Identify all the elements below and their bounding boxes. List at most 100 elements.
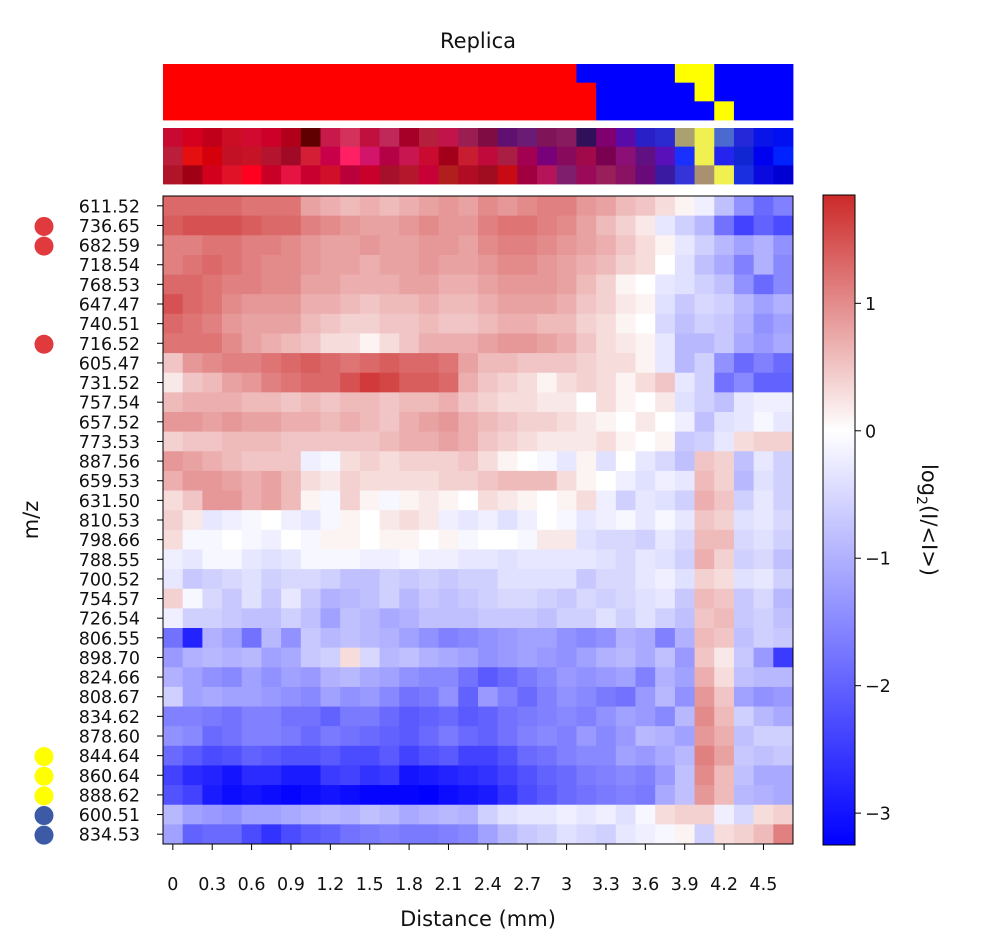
x-tick-label: 4.2 [710,875,738,895]
y-tick-label: 647.47 [79,296,140,316]
heatmap-cell [556,490,577,511]
heatmap-cell [222,490,243,511]
heatmap-cell [753,765,774,786]
heatmap-cell [556,196,577,217]
mix-bar-cell [418,165,440,185]
heatmap-cell [379,510,400,531]
heatmap-cell [438,451,459,472]
y-tick-label: 898.70 [79,649,140,669]
heatmap-cell [418,726,440,747]
heatmap-cell [182,274,203,295]
mix-bar-cell [517,165,538,185]
heatmap-cell [753,785,774,806]
heatmap-cell [537,529,558,550]
heatmap-cell [458,569,479,590]
heatmap-cell [182,215,203,236]
heatmap-cell [359,294,380,315]
heatmap-cell [241,529,262,550]
heatmap-cell [222,824,243,845]
heatmap-cell [418,294,440,315]
heatmap-cell [222,431,243,452]
heatmap-cell [340,490,361,511]
y-tick-label: 824.66 [79,669,140,689]
heatmap-cell [733,372,755,393]
heatmap-cell [222,745,243,766]
heatmap-cell [497,588,518,609]
heatmap-cell [674,372,695,393]
heatmap-cell [458,686,479,707]
heatmap-cell [182,667,203,688]
heatmap-cell [714,451,735,472]
heatmap-cell [418,569,440,590]
heatmap-cell [478,804,499,825]
heatmap-cell [261,431,282,452]
heatmap-cell [163,706,184,727]
heatmap-cell [340,647,361,668]
heatmap-cell [438,647,459,668]
heatmap-cell [281,470,302,491]
heatmap-cell [438,196,459,217]
heatmap-cell [241,510,262,531]
row-marker [34,806,54,826]
replica-bar-cell [714,64,735,84]
heatmap-cell [202,313,223,334]
heatmap-cell [635,510,656,531]
mix-bar-cell [517,128,538,148]
heatmap-cell [163,490,184,511]
heatmap-cell [537,647,558,668]
heatmap-cell [399,490,420,511]
replica-bar-cell [537,101,558,121]
heatmap-cell [478,215,499,236]
heatmap-cell [753,372,774,393]
mix-bar-cell [753,146,774,166]
heatmap-cell [773,274,794,295]
heatmap-cell [635,569,656,590]
heatmap-cell [340,353,361,374]
heatmap-cell [281,569,302,590]
mix-bar-cell [615,146,636,166]
heatmap-cell [418,706,440,727]
heatmap-cell [576,686,597,707]
heatmap-cell [714,765,735,786]
heatmap-cell [379,196,400,217]
heatmap-cell [615,628,636,649]
replica-bar-cell [655,64,676,84]
heatmap-cell [753,294,774,315]
heatmap-cell [281,412,302,433]
heatmap-cell [537,569,558,590]
heatmap-cell [596,313,617,334]
heatmap-cell [222,549,243,570]
heatmap-cell [497,431,518,452]
heatmap-cell [635,745,656,766]
heatmap-cell [478,313,499,334]
replica-bar-cell [300,64,321,84]
heatmap-cell [674,215,695,236]
heatmap-cell [438,726,459,747]
heatmap-cell [773,412,794,433]
heatmap-cell [615,588,636,609]
mix-bar-cell [694,128,715,148]
y-tick-label: 731.52 [79,374,140,394]
heatmap-cell [674,726,695,747]
mix-bar-cell [399,165,420,185]
heatmap-cell [478,510,499,531]
replica-bar-cell [438,82,459,102]
heatmap-cell [163,667,184,688]
heatmap-cell [478,667,499,688]
heatmap-cell [714,333,735,354]
heatmap-cell [340,274,361,295]
heatmap-cell [753,706,774,727]
heatmap-cell [517,490,538,511]
heatmap-cell [438,706,459,727]
heatmap-cell [517,588,538,609]
heatmap-cell [556,628,577,649]
heatmap-cell [694,431,715,452]
heatmap-cell [773,824,794,845]
heatmap-cell [300,196,321,217]
heatmap-cell [202,490,223,511]
heatmap-cell [635,628,656,649]
heatmap-cell [537,470,558,491]
heatmap-cell [320,745,341,766]
heatmap-cell [478,765,499,786]
heatmap-cell [300,588,321,609]
